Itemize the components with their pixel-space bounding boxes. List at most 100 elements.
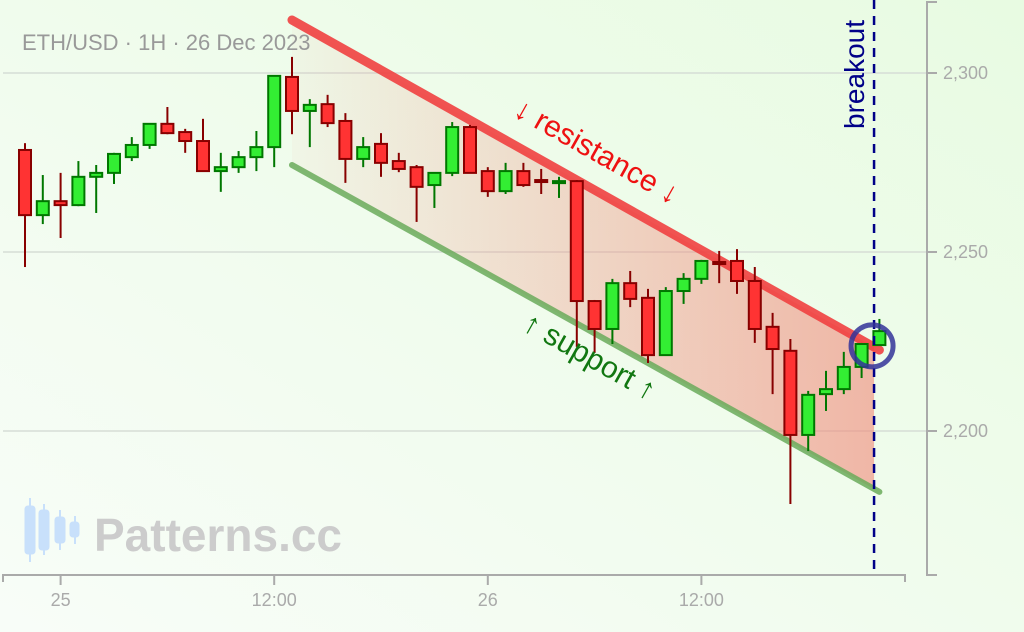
candle-body bbox=[249, 146, 264, 159]
candle-bullish bbox=[249, 130, 264, 172]
candle-bearish bbox=[587, 299, 602, 353]
candle-bearish bbox=[338, 113, 353, 183]
candle-body bbox=[569, 180, 584, 303]
y-axis-line bbox=[926, 1, 937, 576]
candle-body bbox=[534, 179, 549, 184]
candle-bullish bbox=[801, 390, 816, 452]
candle-body bbox=[783, 349, 798, 436]
candle-body bbox=[801, 393, 816, 436]
candle-bullish bbox=[427, 171, 442, 208]
candle-body bbox=[712, 261, 727, 266]
candle-body bbox=[107, 152, 121, 174]
candle-bearish bbox=[569, 180, 584, 347]
candle-body bbox=[160, 122, 175, 135]
candle-body bbox=[658, 290, 673, 357]
candle-body bbox=[18, 148, 32, 217]
candle-bearish bbox=[730, 249, 744, 294]
x-tick-label: 26 bbox=[478, 590, 498, 610]
candle-bullish bbox=[142, 122, 157, 149]
breakout-label: breakout bbox=[839, 20, 870, 129]
candle-bearish bbox=[516, 162, 531, 187]
y-tick-label: 2,300 bbox=[943, 63, 988, 83]
candle-bullish bbox=[676, 273, 691, 304]
x-tick-label: 12:00 bbox=[252, 590, 297, 610]
candle-bullish bbox=[107, 152, 121, 184]
candle-bullish bbox=[445, 122, 460, 177]
candle-bullish bbox=[694, 259, 709, 284]
candle-body bbox=[302, 103, 317, 112]
candle-bullish bbox=[605, 278, 620, 345]
candle-body bbox=[819, 388, 833, 396]
candle-bearish bbox=[765, 312, 780, 395]
candle-bearish bbox=[480, 167, 495, 197]
candle-body bbox=[463, 126, 477, 174]
candle-bearish bbox=[747, 267, 762, 343]
candle-bullish bbox=[302, 99, 317, 148]
candle-bullish bbox=[552, 176, 566, 198]
candle-body bbox=[356, 146, 371, 160]
candle-body bbox=[605, 282, 620, 330]
candle-bullish bbox=[836, 351, 851, 395]
candle-bearish bbox=[285, 56, 299, 135]
candle-bearish bbox=[160, 107, 175, 135]
watermark: Patterns.cc bbox=[24, 498, 342, 562]
y-tick-label: 2,200 bbox=[943, 421, 988, 441]
candle-body bbox=[765, 325, 780, 351]
candle-body bbox=[53, 200, 68, 207]
candle-body bbox=[587, 300, 602, 330]
axes bbox=[2, 1, 937, 582]
support-line bbox=[289, 162, 883, 495]
watermark-candles-icon bbox=[24, 498, 80, 562]
x-tick-label: 12:00 bbox=[679, 590, 724, 610]
candle-bearish bbox=[196, 118, 210, 173]
candle-body bbox=[285, 75, 299, 112]
candle-body bbox=[623, 282, 638, 300]
candle-body bbox=[374, 142, 388, 164]
candle-body bbox=[445, 126, 460, 174]
candle-body bbox=[427, 171, 442, 187]
candle-body bbox=[480, 170, 495, 193]
candle-body bbox=[320, 103, 335, 125]
candle-body bbox=[338, 119, 353, 160]
candle-body bbox=[694, 259, 709, 280]
candle-bullish bbox=[819, 370, 833, 411]
candle-bearish bbox=[534, 168, 549, 195]
candle-bearish bbox=[623, 270, 638, 308]
candle-body bbox=[178, 131, 193, 143]
candle-bullish bbox=[124, 137, 139, 162]
watermark-text: Patterns.cc bbox=[94, 509, 342, 561]
candle-bullish bbox=[35, 175, 50, 225]
candle-body bbox=[409, 166, 424, 188]
candle-body bbox=[552, 180, 566, 185]
candle-bullish bbox=[71, 161, 86, 207]
candle-body bbox=[730, 259, 744, 282]
x-axis-line bbox=[2, 574, 906, 582]
candle-body bbox=[231, 156, 246, 169]
candle-body bbox=[71, 175, 86, 207]
candle-bullish bbox=[498, 162, 513, 195]
candle-bearish bbox=[712, 250, 727, 284]
candle-body bbox=[267, 74, 282, 149]
candle-bearish bbox=[641, 288, 655, 363]
candle-bearish bbox=[178, 128, 193, 153]
y-tick-label: 2,250 bbox=[943, 242, 988, 262]
candle-bearish bbox=[53, 172, 68, 239]
candle-bullish bbox=[658, 287, 673, 357]
candle-bearish bbox=[783, 338, 798, 505]
candle-bearish bbox=[320, 94, 335, 128]
candle-bearish bbox=[409, 165, 424, 222]
candle-body bbox=[124, 143, 139, 159]
breakout-circle bbox=[848, 322, 896, 370]
candle-bullish bbox=[356, 137, 371, 168]
candle-bullish bbox=[267, 74, 282, 168]
candle-bullish bbox=[89, 165, 104, 213]
candles bbox=[18, 56, 887, 505]
candle-body bbox=[676, 277, 691, 293]
candle-bearish bbox=[374, 133, 388, 177]
candle-bearish bbox=[391, 152, 406, 173]
candle-body bbox=[498, 170, 513, 193]
candle-body bbox=[641, 296, 655, 357]
candle-bullish bbox=[213, 152, 228, 192]
candle-body bbox=[747, 279, 762, 330]
